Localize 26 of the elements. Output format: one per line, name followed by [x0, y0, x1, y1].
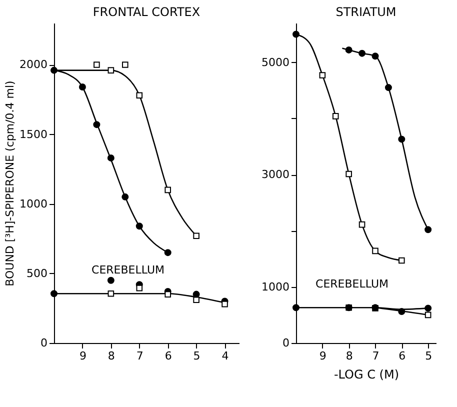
chart-title: FRONTAL CORTEX	[92, 5, 200, 19]
y-tick-label: 1000	[262, 280, 290, 294]
y-axis-title: BOUND [³H]-SPIPERONE (cpm/0.4 ml)	[4, 80, 17, 286]
x-tick-label: 6	[164, 350, 172, 362]
chart-title: STRIATUM	[336, 5, 396, 19]
x-tick-label: 7	[136, 350, 144, 362]
x-tick-label: 6	[398, 350, 406, 362]
y-tick-label: 0	[282, 336, 290, 350]
annotation: CEREBELLUM	[92, 264, 164, 277]
x-tick-label: 7	[372, 350, 380, 362]
x-tick-label: 5	[193, 350, 200, 362]
x-tick-label: 4	[222, 350, 229, 362]
x-tick-label: 9	[79, 350, 86, 362]
y-tick-label: 0	[40, 336, 48, 350]
x-tick-label: 5	[425, 350, 432, 362]
x-axis-title: -LOG C (M)	[334, 368, 400, 382]
x-tick-label: 8	[346, 350, 353, 362]
annotation: CEREBELLUM	[316, 278, 388, 291]
y-tick-label: 2000	[20, 58, 48, 72]
y-tick-label: 1000	[20, 197, 48, 210]
y-tick-label: 5000	[262, 56, 290, 69]
y-tick-label: 1500	[20, 128, 48, 141]
y-tick-label: 500	[26, 266, 48, 280]
y-tick-label: 3000	[262, 168, 290, 182]
x-tick-label: 9	[319, 350, 326, 362]
x-tick-label: 8	[108, 350, 115, 362]
